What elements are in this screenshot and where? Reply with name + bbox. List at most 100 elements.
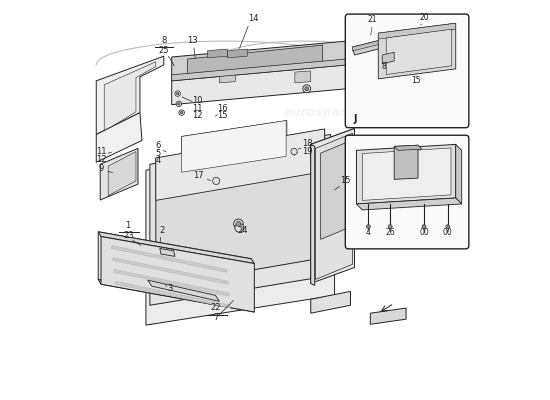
Polygon shape: [362, 148, 451, 200]
Text: 4: 4: [155, 156, 161, 166]
Text: 18: 18: [302, 139, 313, 148]
Polygon shape: [295, 71, 311, 83]
Circle shape: [305, 87, 309, 91]
Text: 14: 14: [248, 14, 258, 23]
Polygon shape: [172, 41, 346, 81]
Text: 19: 19: [302, 147, 313, 156]
Polygon shape: [321, 142, 346, 239]
Polygon shape: [113, 258, 229, 284]
Polygon shape: [311, 128, 354, 284]
Text: 11: 11: [96, 147, 106, 156]
Polygon shape: [353, 39, 386, 55]
Circle shape: [303, 85, 311, 93]
Polygon shape: [456, 144, 461, 204]
Text: 26: 26: [386, 228, 395, 236]
Circle shape: [213, 177, 220, 184]
Text: 00: 00: [443, 228, 453, 236]
Text: 25: 25: [158, 46, 169, 55]
Text: 8: 8: [161, 36, 167, 45]
Polygon shape: [394, 145, 418, 179]
Polygon shape: [378, 23, 456, 39]
Polygon shape: [356, 198, 461, 210]
Text: 12: 12: [192, 111, 203, 120]
Text: 5: 5: [155, 148, 161, 158]
Polygon shape: [111, 246, 227, 272]
Text: J: J: [354, 114, 358, 124]
Polygon shape: [156, 129, 324, 200]
Text: 23: 23: [124, 231, 134, 240]
Polygon shape: [115, 282, 231, 308]
Circle shape: [235, 224, 244, 232]
Polygon shape: [386, 29, 452, 74]
Text: 21: 21: [367, 15, 377, 24]
Polygon shape: [356, 144, 456, 204]
Circle shape: [366, 225, 370, 228]
Polygon shape: [227, 49, 247, 58]
Circle shape: [236, 222, 241, 226]
Circle shape: [422, 225, 426, 228]
Text: 15: 15: [411, 76, 421, 85]
Text: 12: 12: [96, 155, 106, 164]
Text: 11: 11: [192, 104, 203, 113]
Polygon shape: [114, 270, 230, 296]
Text: 22: 22: [210, 304, 221, 312]
Polygon shape: [378, 23, 456, 79]
Polygon shape: [182, 120, 287, 184]
Text: eurospares: eurospares: [283, 106, 362, 119]
FancyBboxPatch shape: [345, 135, 469, 249]
Polygon shape: [188, 45, 323, 77]
Polygon shape: [148, 280, 219, 301]
Polygon shape: [100, 148, 138, 200]
Polygon shape: [96, 113, 142, 162]
Text: eurospares: eurospares: [156, 186, 235, 198]
Text: 2: 2: [159, 226, 164, 234]
Polygon shape: [108, 152, 136, 196]
Polygon shape: [172, 59, 346, 81]
Text: 3: 3: [167, 284, 172, 293]
Polygon shape: [98, 232, 251, 307]
Text: 15: 15: [340, 176, 351, 185]
Circle shape: [176, 101, 182, 107]
Circle shape: [177, 92, 179, 95]
Text: 1: 1: [125, 221, 131, 230]
Text: 10: 10: [192, 96, 203, 105]
Polygon shape: [311, 144, 315, 286]
Polygon shape: [101, 236, 254, 312]
Polygon shape: [316, 133, 353, 280]
Circle shape: [291, 148, 297, 155]
Circle shape: [234, 219, 243, 228]
Polygon shape: [150, 134, 331, 305]
Polygon shape: [219, 71, 235, 83]
Polygon shape: [98, 232, 254, 264]
Polygon shape: [353, 39, 384, 51]
Text: 15: 15: [217, 111, 228, 120]
Circle shape: [175, 91, 180, 96]
Circle shape: [180, 112, 183, 114]
Text: 4: 4: [366, 228, 371, 236]
Polygon shape: [182, 120, 286, 172]
Text: 24: 24: [237, 226, 248, 235]
Text: 20: 20: [419, 14, 429, 22]
Text: 16: 16: [217, 104, 228, 113]
Text: 13: 13: [187, 36, 197, 45]
Polygon shape: [96, 56, 164, 134]
Polygon shape: [207, 49, 227, 58]
FancyBboxPatch shape: [345, 14, 469, 128]
Polygon shape: [394, 145, 422, 150]
Text: 6: 6: [155, 140, 161, 150]
Polygon shape: [98, 280, 254, 312]
Polygon shape: [311, 128, 354, 164]
Polygon shape: [104, 62, 156, 131]
Circle shape: [179, 110, 184, 115]
Circle shape: [388, 225, 392, 228]
Polygon shape: [146, 140, 334, 325]
Polygon shape: [156, 129, 324, 286]
Text: 00: 00: [419, 228, 429, 236]
Polygon shape: [382, 52, 394, 64]
Polygon shape: [160, 248, 175, 256]
Circle shape: [446, 225, 450, 228]
Text: 17: 17: [194, 171, 204, 180]
Text: 8: 8: [381, 62, 386, 71]
Text: 7: 7: [213, 313, 219, 322]
Polygon shape: [311, 291, 350, 313]
